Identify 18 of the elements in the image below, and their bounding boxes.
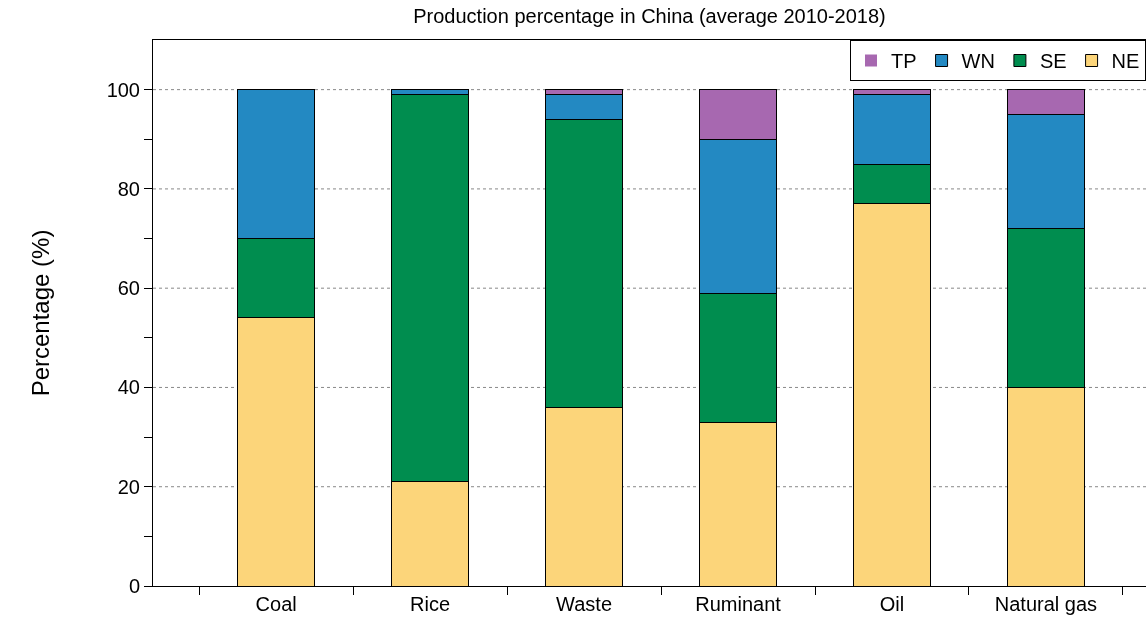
y-tick-label: 80 [117,177,140,200]
chart-title: Production percentage in China (average 2010-2018) [413,5,886,28]
y-tick-label: 60 [117,277,140,300]
legend-label: WN [961,50,995,73]
y-tick-label: 40 [117,376,140,399]
x-tick-label: Natural gas [994,593,1098,615]
x-tick-label: Ruminant [695,593,782,615]
legend-label: SE [1039,50,1067,73]
x-tick-label: Oil [879,593,905,615]
y-tick-label: 20 [117,475,140,498]
legend-label: TP [891,50,917,73]
y-tick-label: 100 [106,78,140,101]
x-tick-label: Rice [410,593,451,615]
legend-label: NE [1111,50,1140,73]
x-tick-label: Waste [556,593,613,615]
y-axis-title: Percentage (%) [26,229,54,397]
y-tick-label: 0 [128,575,140,597]
x-tick-label: Coal [255,593,297,615]
